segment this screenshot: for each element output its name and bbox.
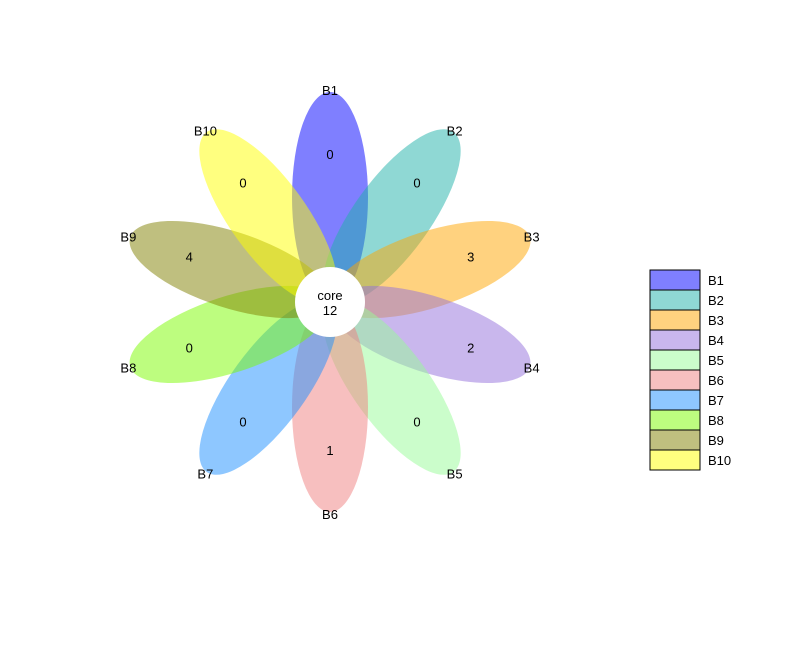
petal-label-b3: B3 bbox=[524, 229, 540, 244]
petal-label-b2: B2 bbox=[447, 123, 463, 138]
legend: B1 B2 B3 B4 B5 B6 B7 B8 B9 B10 bbox=[649, 269, 731, 471]
petal-label-b5: B5 bbox=[447, 467, 463, 482]
petal-b10 bbox=[199, 129, 338, 305]
petal-label-b7: B7 bbox=[197, 467, 213, 482]
core-value: 12 bbox=[323, 303, 337, 318]
petal-count-b6: 1 bbox=[326, 443, 333, 458]
legend-label-b9: B9 bbox=[708, 433, 724, 448]
petal-label-b1: B1 bbox=[322, 83, 338, 98]
petal-label-b10: B10 bbox=[194, 123, 217, 138]
legend-swatch-b10 bbox=[649, 449, 701, 471]
legend-label-b7: B7 bbox=[708, 393, 724, 408]
petal-count-b7: 0 bbox=[239, 415, 246, 430]
petal-count-b8: 0 bbox=[186, 341, 193, 356]
legend-label-b4: B4 bbox=[708, 333, 724, 348]
petal-b4 bbox=[329, 285, 531, 384]
legend-swatch-b5 bbox=[649, 349, 701, 371]
legend-swatch-b7 bbox=[649, 389, 701, 411]
legend-swatch-b8 bbox=[649, 409, 701, 431]
petal-label-b9: B9 bbox=[120, 229, 136, 244]
core-label: core bbox=[317, 288, 342, 303]
petal-label-b6: B6 bbox=[322, 507, 338, 522]
petal-count-b5: 0 bbox=[413, 415, 420, 430]
legend-label-b2: B2 bbox=[708, 293, 724, 308]
petal-b9 bbox=[129, 220, 331, 319]
legend-label-b1: B1 bbox=[708, 273, 724, 288]
petal-count-b2: 0 bbox=[413, 175, 420, 190]
petal-count-b10: 0 bbox=[239, 175, 246, 190]
petals-group bbox=[129, 92, 531, 512]
legend-swatch-b3 bbox=[649, 309, 701, 331]
legend-label-b5: B5 bbox=[708, 353, 724, 368]
core-circle bbox=[295, 267, 365, 337]
legend-swatch-b4 bbox=[649, 329, 701, 351]
petal-count-b1: 0 bbox=[326, 147, 333, 162]
legend-label-b8: B8 bbox=[708, 413, 724, 428]
legend-label-b3: B3 bbox=[708, 313, 724, 328]
legend-swatch-b6 bbox=[649, 369, 701, 391]
core-group: core 12 bbox=[295, 267, 365, 337]
legend-swatch-b9 bbox=[649, 429, 701, 451]
legend-label-b6: B6 bbox=[708, 373, 724, 388]
legend-swatch-b2 bbox=[649, 289, 701, 311]
petal-label-b4: B4 bbox=[524, 361, 540, 376]
petal-count-b4: 2 bbox=[467, 341, 474, 356]
petal-count-b3: 3 bbox=[467, 249, 474, 264]
petal-b2 bbox=[322, 129, 461, 305]
petal-b7 bbox=[199, 299, 338, 475]
petal-count-b9: 4 bbox=[186, 249, 193, 264]
petal-label-b8: B8 bbox=[120, 361, 136, 376]
legend-label-b10: B10 bbox=[708, 453, 731, 468]
legend-swatch-b1 bbox=[649, 269, 701, 291]
